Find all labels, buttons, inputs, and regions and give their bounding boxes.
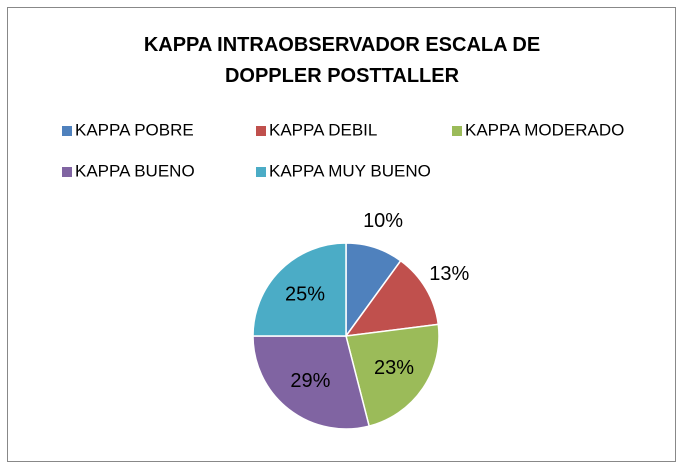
pie-slice xyxy=(252,335,371,430)
legend-swatch xyxy=(452,126,462,136)
data-label: 23% xyxy=(374,357,414,379)
pie-slice xyxy=(252,242,347,337)
legend-label: KAPPA DEBIL xyxy=(269,120,377,139)
legend-label: KAPPA MODERADO xyxy=(465,120,624,139)
legend-swatch xyxy=(62,126,72,136)
pie-slice xyxy=(344,259,440,337)
legend-swatch xyxy=(62,167,72,177)
legend-swatch xyxy=(256,126,266,136)
chart-title: KAPPA INTRAOBSERVADOR ESCALA DE DOPPLER … xyxy=(143,34,541,87)
data-label: 10% xyxy=(363,210,403,232)
data-label: 29% xyxy=(290,370,330,392)
legend-swatch xyxy=(256,167,266,177)
legend-label: KAPPA POBRE xyxy=(75,120,194,139)
legend-label: KAPPA MUY BUENO xyxy=(269,161,431,180)
data-label: 25% xyxy=(285,283,325,305)
legend-label: KAPPA BUENO xyxy=(75,161,195,180)
pie-slice xyxy=(345,323,440,427)
data-label: 13% xyxy=(429,263,469,285)
